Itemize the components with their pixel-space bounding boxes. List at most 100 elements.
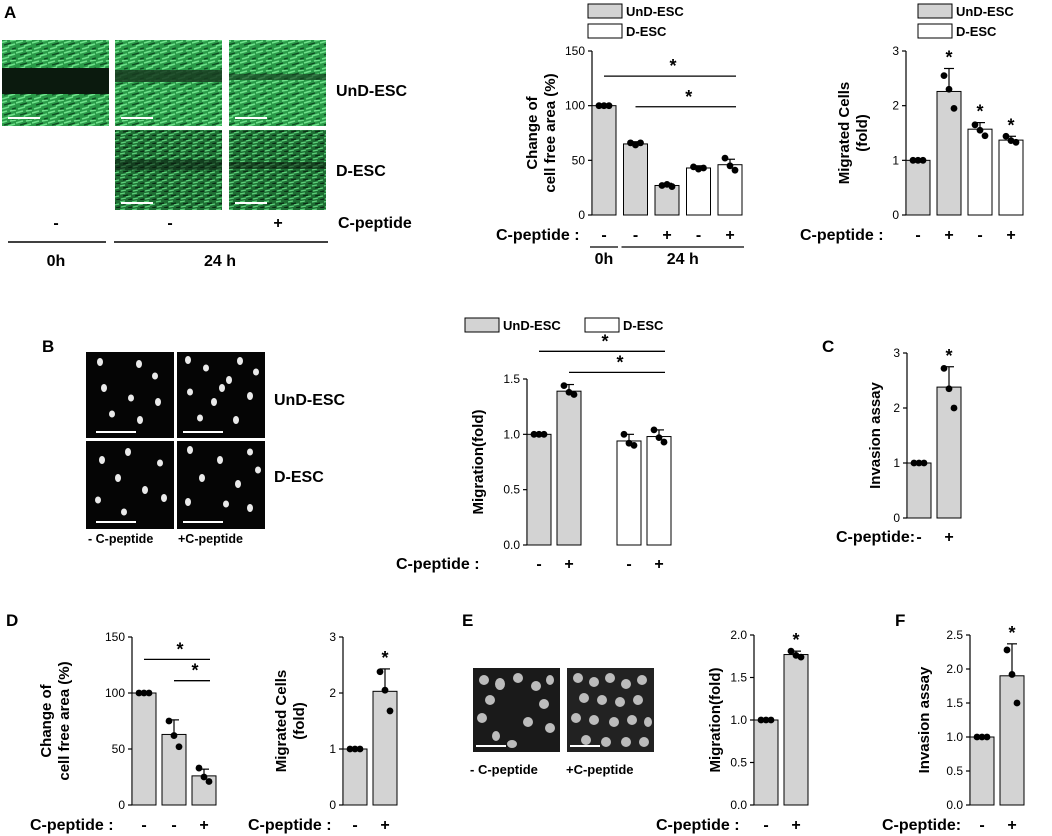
y-tick-label: 0.5 — [946, 764, 963, 778]
bar — [936, 90, 962, 216]
data-point — [605, 102, 613, 110]
data-point — [919, 156, 927, 164]
y-tick-label: 2 — [329, 686, 336, 700]
data-point — [135, 689, 143, 697]
treatment-sign: - — [696, 227, 701, 244]
bar — [998, 139, 1024, 216]
legend: UnD-ESC D-ESC — [917, 3, 1014, 39]
data-point — [630, 442, 638, 449]
bar — [717, 164, 743, 216]
data-point — [200, 773, 208, 781]
y-tick-label: 100 — [565, 99, 585, 113]
treatment-label: C-peptide: — [882, 817, 961, 834]
y-tick-label: 1.5 — [503, 372, 520, 386]
data-point — [757, 716, 765, 724]
data-point — [940, 72, 948, 79]
data-point — [535, 430, 543, 438]
data-point — [195, 764, 203, 772]
y-tick-label: 0 — [578, 208, 585, 222]
nuclei-image-d-plus — [177, 441, 265, 529]
data-point — [560, 382, 568, 390]
significance-star: * — [792, 630, 799, 650]
data-point — [170, 732, 178, 739]
y-axis-label: (fold) — [854, 114, 871, 151]
data-point — [909, 156, 917, 164]
treatment-sign: - — [979, 817, 984, 834]
significance-star: * — [945, 346, 952, 366]
y-axis-label: Invasion assay — [916, 666, 933, 773]
time-label: 24 h — [667, 251, 699, 268]
caption-plus-c-peptide-e: +C-peptide — [566, 762, 634, 777]
data-point — [205, 778, 213, 785]
data-point — [945, 85, 953, 93]
legend-swatch-d — [917, 23, 953, 39]
bar — [623, 143, 648, 216]
scratch-image-d-24h-plus — [229, 130, 326, 210]
treatment-label: C-peptide : — [800, 227, 884, 244]
legend-label-und: UnD-ESC — [626, 4, 684, 19]
y-tick-label: 1 — [329, 742, 336, 756]
data-point — [346, 745, 354, 753]
significance-star: * — [685, 87, 692, 107]
legend-swatch-und — [917, 3, 953, 19]
treat-minus-24h: - — [167, 215, 172, 232]
significance-star: * — [669, 56, 676, 76]
bar — [999, 675, 1025, 806]
data-point — [145, 689, 153, 697]
chart-e: 0.0 0.5 1.0 1.5 2.0 Migration(fold) - * + C-pepti… — [656, 628, 809, 834]
row-label-d-esc: D-ESC — [336, 163, 386, 180]
y-axis-label: Change of — [524, 95, 541, 169]
panel-letter-C: C — [822, 337, 834, 356]
y-tick-label: 0 — [118, 798, 125, 812]
y-tick-label: 1.5 — [730, 671, 747, 685]
y-axis-label: Migration(fold) — [707, 668, 724, 773]
legend-swatch-und — [587, 3, 623, 19]
y-tick-label: 0 — [892, 208, 899, 222]
data-point — [950, 105, 958, 112]
data-point — [731, 166, 739, 174]
bar — [969, 736, 995, 806]
bar — [616, 440, 642, 546]
legend-swatch-und — [464, 317, 500, 333]
bar — [372, 690, 398, 806]
y-tick-label: 2.5 — [946, 628, 963, 642]
data-point — [981, 132, 989, 140]
panel-A-micrographs: UnD-ESC D-ESC - - + C-peptide 0h 24 h — [2, 40, 412, 270]
legend-swatch-d — [587, 23, 623, 39]
treatment-sign: + — [1006, 227, 1015, 244]
data-point — [620, 430, 628, 438]
treatment-label: C-peptide : — [496, 227, 580, 244]
caption-minus-c-peptide-e: - C-peptide — [470, 762, 538, 777]
y-tick-label: 1.0 — [946, 730, 963, 744]
time-label-0h: 0h — [47, 253, 66, 270]
treatment-sign: + — [944, 227, 953, 244]
legend-label-und: UnD-ESC — [503, 318, 561, 333]
legend: UnD-ESC D-ESC — [464, 317, 664, 333]
panel-letter-D: D — [6, 611, 18, 630]
y-tick-label: 0.5 — [730, 756, 747, 770]
scratch-image-0h — [2, 40, 109, 126]
y-tick-label: 2 — [892, 99, 899, 113]
treatment-sign: + — [654, 556, 663, 573]
y-tick-label: 2.0 — [946, 662, 963, 676]
significance-star: * — [176, 639, 183, 659]
y-tick-label: 0.0 — [730, 798, 747, 812]
data-point — [540, 430, 548, 438]
legend-label-d: D-ESC — [956, 24, 997, 39]
nuclei-image-d-minus — [86, 441, 174, 529]
data-point — [600, 102, 608, 110]
significance-star: * — [1007, 115, 1014, 135]
bar — [906, 462, 932, 519]
legend-label-d: D-ESC — [623, 318, 664, 333]
data-point — [700, 164, 707, 172]
treatment-sign: - — [626, 556, 631, 573]
data-point — [940, 365, 948, 372]
treatment-sign: + — [380, 817, 389, 834]
y-tick-label: 0 — [329, 798, 336, 812]
bar — [342, 748, 368, 806]
y-tick-label: 1.0 — [503, 427, 520, 441]
time-label: 0h — [595, 251, 614, 268]
panel-B-micrographs: UnD-ESC D-ESC - C-peptide +C-peptide — [86, 352, 346, 546]
y-tick-label: 50 — [572, 153, 586, 167]
